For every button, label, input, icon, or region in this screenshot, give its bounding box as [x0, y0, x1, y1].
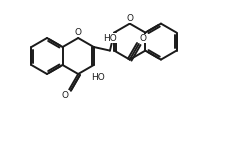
- Text: O: O: [61, 91, 68, 100]
- Text: O: O: [140, 34, 147, 43]
- Text: HO: HO: [91, 73, 105, 82]
- Text: O: O: [126, 14, 133, 23]
- Text: HO: HO: [103, 34, 117, 43]
- Text: O: O: [75, 28, 82, 37]
